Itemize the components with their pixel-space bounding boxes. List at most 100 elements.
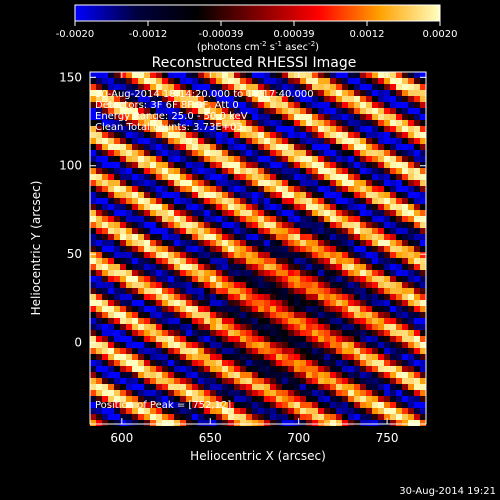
heatmap-cell <box>300 330 306 336</box>
heatmap-cell <box>162 120 168 126</box>
heatmap-cell <box>216 282 222 288</box>
heatmap-cell <box>216 90 222 96</box>
heatmap-cell <box>108 138 114 144</box>
heatmap-cell <box>162 138 168 144</box>
heatmap-cell <box>192 162 198 168</box>
heatmap-cell <box>252 144 258 150</box>
heatmap-cell <box>342 330 348 336</box>
heatmap-cell <box>408 342 414 348</box>
heatmap-cell <box>252 270 258 276</box>
heatmap-cell <box>234 276 240 282</box>
heatmap-cell <box>384 282 390 288</box>
heatmap-cell <box>408 90 414 96</box>
heatmap-cell <box>258 390 264 396</box>
heatmap-cell <box>294 342 300 348</box>
heatmap-cell <box>300 366 306 372</box>
heatmap-cell <box>150 168 156 174</box>
heatmap-cell <box>210 282 216 288</box>
heatmap-cell <box>312 216 318 222</box>
heatmap-cell <box>354 282 360 288</box>
heatmap-cell <box>150 156 156 162</box>
heatmap-cell <box>198 204 204 210</box>
heatmap-cell <box>408 324 414 330</box>
heatmap-cell <box>354 294 360 300</box>
heatmap-cell <box>204 402 210 408</box>
heatmap-cell <box>222 168 228 174</box>
heatmap-cell <box>342 126 348 132</box>
heatmap-cell <box>408 414 414 420</box>
heatmap-cell <box>324 102 330 108</box>
heatmap-cell <box>312 174 318 180</box>
heatmap-cell <box>282 222 288 228</box>
heatmap-cell <box>384 192 390 198</box>
heatmap-cell <box>96 132 102 138</box>
heatmap-cell <box>318 264 324 270</box>
heatmap-cell <box>162 108 168 114</box>
heatmap-cell <box>288 258 294 264</box>
heatmap-cell <box>390 174 396 180</box>
heatmap-cell <box>312 390 318 396</box>
heatmap-cell <box>276 216 282 222</box>
heatmap-cell <box>228 228 234 234</box>
heatmap-cell <box>252 360 258 366</box>
heatmap-cell <box>228 372 234 378</box>
heatmap-cell <box>276 132 282 138</box>
heatmap-cell <box>306 234 312 240</box>
heatmap-cell <box>114 186 120 192</box>
heatmap-cell <box>330 420 336 426</box>
heatmap-cell <box>234 138 240 144</box>
heatmap-cell <box>318 342 324 348</box>
heatmap-cell <box>348 354 354 360</box>
heatmap-cell <box>156 192 162 198</box>
heatmap-cell <box>246 216 252 222</box>
heatmap-cell <box>222 348 228 354</box>
heatmap-cell <box>258 306 264 312</box>
heatmap-cell <box>420 126 426 132</box>
colorbar-tick-label: -0.0012 <box>129 29 168 40</box>
heatmap-cell <box>366 294 372 300</box>
heatmap-cell <box>360 198 366 204</box>
heatmap-cell <box>366 414 372 420</box>
heatmap-cell <box>336 96 342 102</box>
heatmap-cell <box>108 288 114 294</box>
heatmap-cell <box>318 282 324 288</box>
heatmap-cell <box>132 204 138 210</box>
heatmap-cell <box>270 210 276 216</box>
heatmap-cell <box>90 84 96 90</box>
heatmap-cell <box>294 222 300 228</box>
heatmap-cell <box>168 114 174 120</box>
heatmap-cell <box>330 384 336 390</box>
heatmap-cell <box>342 360 348 366</box>
heatmap-cell <box>306 276 312 282</box>
footer-timestamp: 30-Aug-2014 19:21 <box>399 486 496 497</box>
heatmap-cell <box>96 276 102 282</box>
heatmap-cell <box>354 378 360 384</box>
heatmap-cell <box>186 126 192 132</box>
heatmap-cell <box>108 84 114 90</box>
heatmap-cell <box>198 378 204 384</box>
heatmap-cell <box>372 114 378 120</box>
heatmap-cell <box>192 84 198 90</box>
heatmap-cell <box>114 378 120 384</box>
heatmap-cell <box>126 210 132 216</box>
heatmap-cell <box>306 402 312 408</box>
annotation-line: Clean Total counts: 3.73E+03 <box>95 122 243 133</box>
heatmap-cell <box>162 318 168 324</box>
heatmap-cell <box>276 342 282 348</box>
colorbar-tick-label: 0.0020 <box>423 29 458 40</box>
heatmap-cell <box>198 150 204 156</box>
heatmap-cell <box>174 120 180 126</box>
heatmap-cell <box>246 204 252 210</box>
heatmap-cell <box>96 222 102 228</box>
heatmap-cell <box>126 312 132 318</box>
heatmap-cell <box>90 342 96 348</box>
heatmap-cell <box>294 318 300 324</box>
heatmap-cell <box>252 150 258 156</box>
heatmap-cell <box>120 372 126 378</box>
heatmap-cell <box>216 306 222 312</box>
heatmap-cell <box>156 144 162 150</box>
heatmap-cell <box>162 156 168 162</box>
heatmap-cell <box>126 360 132 366</box>
heatmap-cell <box>306 228 312 234</box>
heatmap-cell <box>126 378 132 384</box>
